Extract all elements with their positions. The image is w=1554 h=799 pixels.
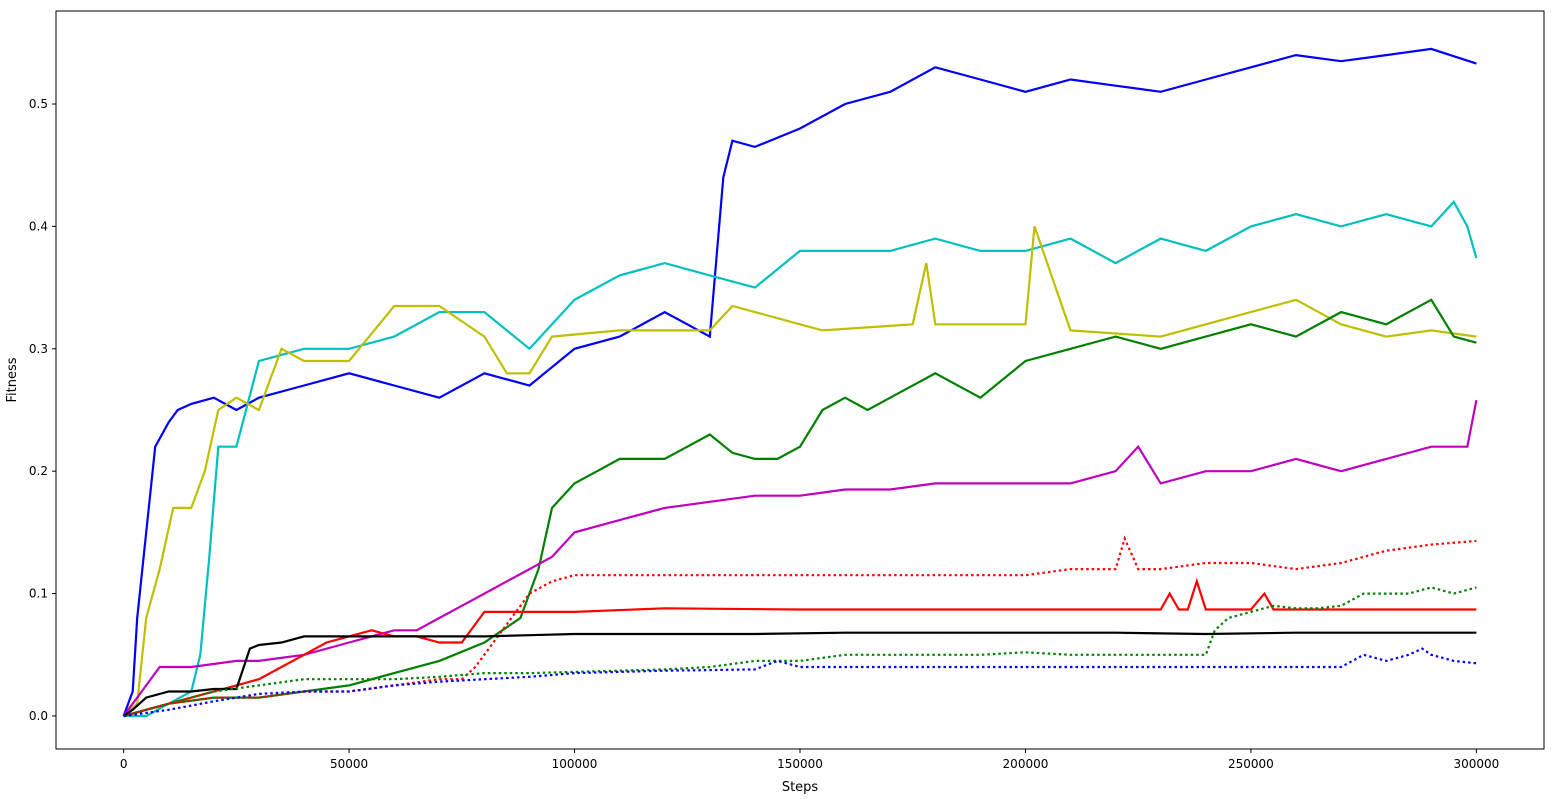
y-tick-label: 0.1 bbox=[29, 587, 48, 601]
series-layer bbox=[122, 47, 1478, 718]
series-line-cyan-solid bbox=[123, 200, 1478, 718]
x-ticks: 0 50000 100000 150000 200000 250000 300000 bbox=[120, 749, 1499, 771]
x-tick-label: 250000 bbox=[1228, 757, 1274, 771]
y-ticks: 0.0 0.1 0.2 0.3 0.4 0.5 bbox=[29, 97, 56, 723]
x-tick-label: 150000 bbox=[777, 757, 823, 771]
series-line-black-solid bbox=[122, 631, 1477, 717]
y-tick-label: 0.5 bbox=[29, 97, 48, 111]
series-line-blue-solid bbox=[122, 47, 1477, 717]
y-tick-label: 0.0 bbox=[29, 709, 48, 723]
series-line-red-solid bbox=[123, 577, 1477, 718]
plot-background bbox=[56, 11, 1544, 749]
series-line-magenta-solid bbox=[122, 399, 1478, 717]
x-tick-label: 50000 bbox=[330, 757, 368, 771]
y-axis-label: Fitness bbox=[5, 357, 20, 402]
x-tick-label: 300000 bbox=[1453, 757, 1499, 771]
y-tick-label: 0.3 bbox=[29, 342, 48, 356]
x-tick-label: 100000 bbox=[552, 757, 598, 771]
x-tick-label: 200000 bbox=[1003, 757, 1049, 771]
y-tick-label: 0.4 bbox=[29, 219, 48, 233]
x-tick-label: 0 bbox=[120, 757, 128, 771]
series-line-red-dotted bbox=[123, 535, 1477, 718]
series-line-green-solid bbox=[123, 298, 1477, 718]
y-tick-label: 0.2 bbox=[29, 464, 48, 478]
x-axis-label: Steps bbox=[782, 780, 819, 795]
series-line-yellow-solid bbox=[122, 226, 1477, 717]
